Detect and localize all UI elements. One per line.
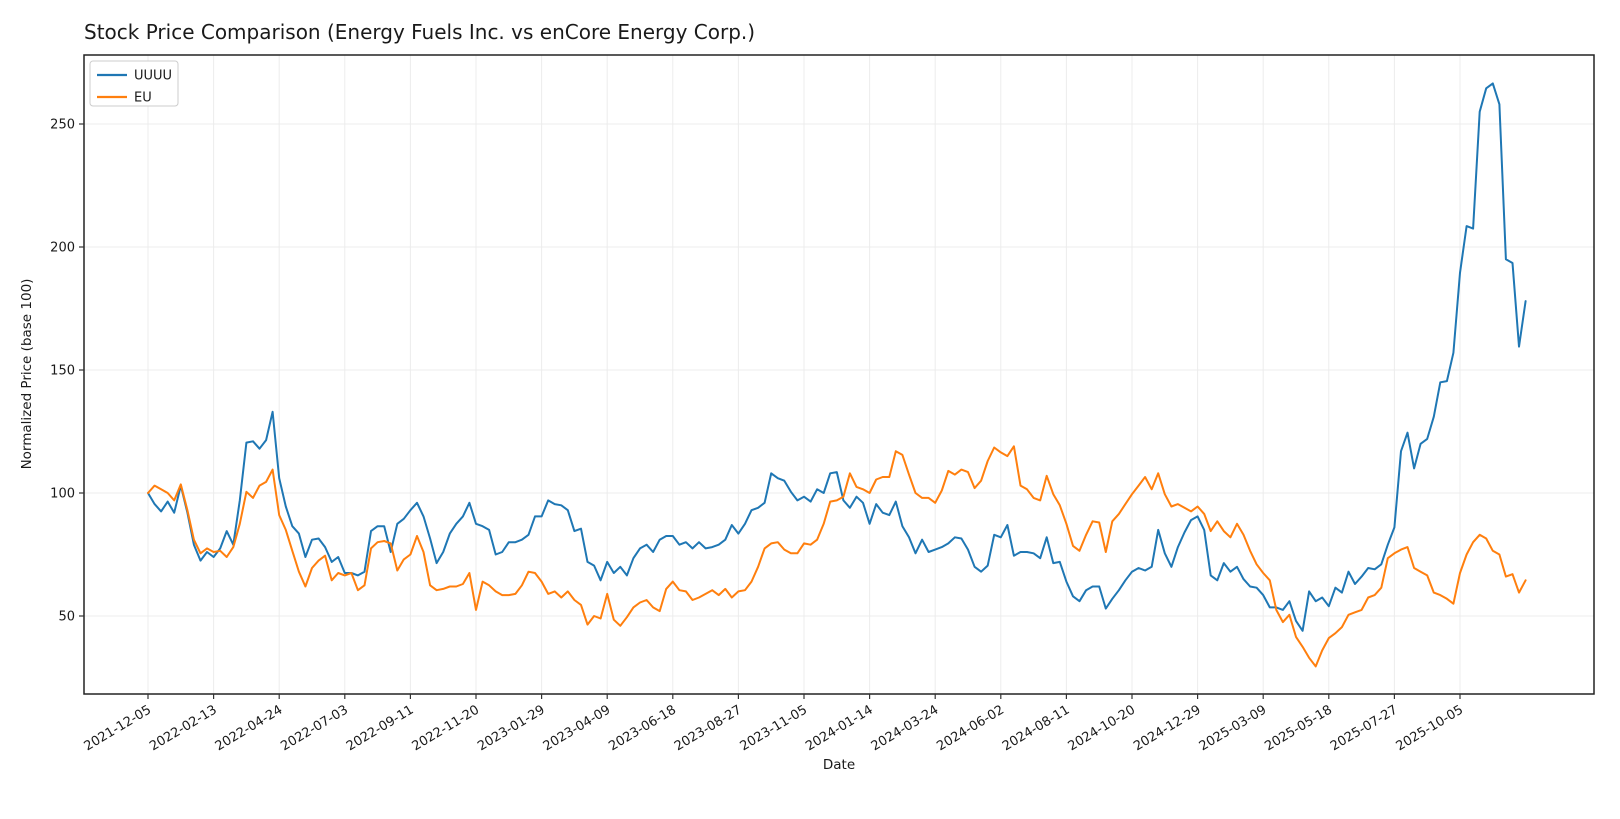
- x-tick-label: 2025-05-18: [1262, 703, 1334, 755]
- x-tick-label: 2024-01-14: [803, 703, 875, 755]
- series-line-uuuu: [147, 82, 1527, 632]
- legend-label-uuuu: UUUU: [134, 69, 172, 84]
- x-tick-label: 2025-03-09: [1197, 703, 1269, 755]
- x-tick-label: 2024-10-20: [1066, 703, 1138, 755]
- y-tick-label: 200: [50, 241, 75, 256]
- y-tick-label: 50: [58, 610, 75, 625]
- x-tick-label: 2022-02-13: [147, 703, 219, 755]
- plot-border: [83, 54, 1595, 695]
- axis-ticks: 2021-12-052022-02-132022-04-242022-07-03…: [50, 118, 1466, 755]
- legend-label-eu: EU: [134, 91, 152, 106]
- x-tick-label: 2024-06-02: [934, 703, 1006, 755]
- x-tick-label: 2024-12-29: [1131, 703, 1203, 755]
- x-tick-label: 2022-09-11: [344, 703, 416, 755]
- x-tick-label: 2024-03-24: [869, 703, 941, 755]
- y-tick-label: 250: [50, 118, 75, 133]
- x-tick-label: 2023-04-09: [541, 703, 613, 755]
- x-tick-label: 2021-12-05: [82, 703, 154, 755]
- axes-spines: [83, 54, 1595, 695]
- x-tick-label: 2022-07-03: [278, 703, 350, 755]
- x-tick-label: 2025-10-05: [1394, 703, 1466, 755]
- x-tick-label: 2024-08-11: [1000, 703, 1072, 755]
- x-tick-label: 2023-08-27: [672, 703, 744, 755]
- y-tick-label: 100: [50, 487, 75, 502]
- series-lines: [147, 82, 1527, 668]
- y-axis-title: Normalized Price (base 100): [19, 279, 35, 470]
- x-tick-label: 2022-04-24: [213, 703, 285, 755]
- x-tick-label: 2022-11-20: [410, 703, 482, 755]
- legend-box: [89, 60, 179, 107]
- x-axis-title: Date: [823, 757, 855, 773]
- y-tick-label: 150: [50, 364, 75, 379]
- x-tick-label: 2023-01-29: [475, 703, 547, 755]
- legend: UUUU EU: [89, 60, 179, 107]
- x-tick-label: 2025-07-27: [1328, 703, 1400, 755]
- chart-title: Stock Price Comparison (Energy Fuels Inc…: [84, 20, 755, 44]
- series-line-eu: [147, 445, 1527, 668]
- grid-lines: [84, 55, 1594, 694]
- x-tick-label: 2023-06-18: [606, 703, 678, 755]
- x-tick-label: 2023-11-05: [738, 703, 810, 755]
